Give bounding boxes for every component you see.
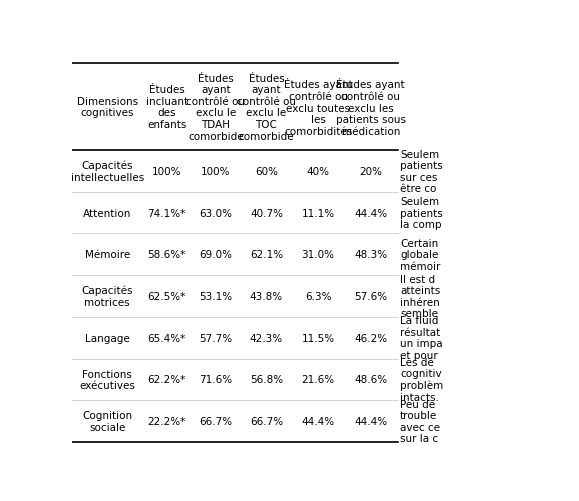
Text: Dimensions
cognitives: Dimensions cognitives (76, 97, 138, 118)
Text: 53.1%: 53.1% (199, 292, 233, 302)
Text: 44.4%: 44.4% (354, 416, 387, 426)
Text: 56.8%: 56.8% (250, 375, 283, 385)
Text: 66.7%: 66.7% (199, 416, 233, 426)
Text: Seulem
patients
la comp: Seulem patients la comp (400, 196, 443, 230)
Text: 66.7%: 66.7% (250, 416, 283, 426)
Text: 71.6%: 71.6% (199, 375, 233, 385)
Text: 62.2%*: 62.2%* (148, 375, 186, 385)
Text: 11.1%: 11.1% (302, 208, 335, 218)
Text: 40.7%: 40.7% (250, 208, 283, 218)
Text: 21.6%: 21.6% (302, 375, 335, 385)
Text: Les dé
cognitiv
problèm
intacts.: Les dé cognitiv problèm intacts. (400, 357, 443, 402)
Text: 100%: 100% (152, 167, 181, 176)
Text: 48.3%: 48.3% (354, 250, 387, 260)
Text: 69.0%: 69.0% (200, 250, 232, 260)
Text: 31.0%: 31.0% (302, 250, 335, 260)
Text: Cognition
sociale: Cognition sociale (82, 410, 132, 432)
Text: Langage: Langage (85, 333, 130, 343)
Text: Capacités
motrices: Capacités motrices (82, 286, 133, 308)
Text: 11.5%: 11.5% (302, 333, 335, 343)
Text: Certain
globale
mémoir: Certain globale mémoir (400, 238, 440, 272)
Text: La fluid
résultat
un impa
et pour: La fluid résultat un impa et pour (400, 316, 442, 360)
Text: Études
ayant
contrôlé ou
exclu le
TOC
comorbide: Études ayant contrôlé ou exclu le TOC co… (237, 74, 296, 141)
Text: 63.0%: 63.0% (200, 208, 232, 218)
Text: 74.1%*: 74.1%* (148, 208, 186, 218)
Text: 20%: 20% (360, 167, 382, 176)
Text: Mémoire: Mémoire (85, 250, 130, 260)
Text: 57.7%: 57.7% (199, 333, 233, 343)
Text: 48.6%: 48.6% (354, 375, 387, 385)
Text: Il est d
atteints
inhéren
semble: Il est d atteints inhéren semble (400, 274, 440, 319)
Text: 42.3%: 42.3% (250, 333, 283, 343)
Text: Études
incluant
des
enfants: Études incluant des enfants (145, 85, 188, 130)
Text: 43.8%: 43.8% (250, 292, 283, 302)
Text: 60%: 60% (255, 167, 278, 176)
Text: 62.5%*: 62.5%* (148, 292, 186, 302)
Text: 22.2%*: 22.2%* (148, 416, 186, 426)
Text: 44.4%: 44.4% (302, 416, 335, 426)
Text: Seulem
patients
sur ces
être co: Seulem patients sur ces être co (400, 149, 443, 194)
Text: 46.2%: 46.2% (354, 333, 387, 343)
Text: Fonctions
exécutives: Fonctions exécutives (79, 369, 135, 390)
Text: Attention: Attention (83, 208, 131, 218)
Text: 58.6%*: 58.6%* (148, 250, 186, 260)
Text: Études ayant
contrôlé ou
exclu toutes
les
comorbidités: Études ayant contrôlé ou exclu toutes le… (284, 78, 353, 136)
Text: 57.6%: 57.6% (354, 292, 387, 302)
Text: Peu de
trouble
avec ce
sur la c: Peu de trouble avec ce sur la c (400, 399, 440, 443)
Text: Capacités
intellectuelles: Capacités intellectuelles (71, 160, 144, 182)
Text: 62.1%: 62.1% (250, 250, 283, 260)
Text: 6.3%: 6.3% (305, 292, 331, 302)
Text: 65.4%*: 65.4%* (148, 333, 186, 343)
Text: 100%: 100% (201, 167, 230, 176)
Text: 40%: 40% (306, 167, 329, 176)
Text: Études ayant
contrôlé ou
exclu les
patients sous
médication: Études ayant contrôlé ou exclu les patie… (336, 78, 406, 136)
Text: Études
ayant
contrôlé ou
exclu le
TDAH
comorbide: Études ayant contrôlé ou exclu le TDAH c… (186, 74, 245, 141)
Text: 44.4%: 44.4% (354, 208, 387, 218)
